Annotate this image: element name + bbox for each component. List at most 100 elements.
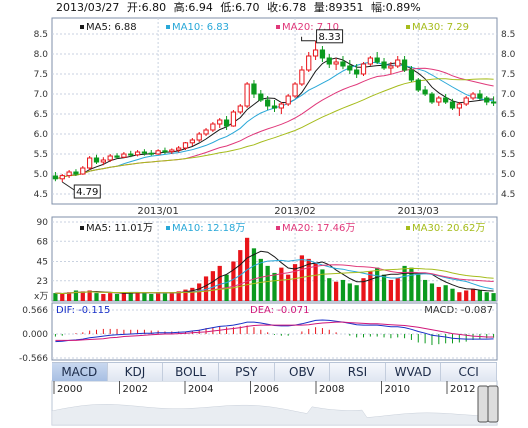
candle[interactable] [312, 40, 319, 60]
volume-bar[interactable] [416, 274, 421, 301]
candle[interactable] [80, 166, 86, 175]
tab-psy[interactable]: PSY [218, 363, 275, 381]
volume-bar[interactable] [375, 267, 380, 301]
candle[interactable] [381, 58, 387, 70]
volume-bar[interactable] [149, 293, 154, 301]
volume-bar[interactable] [121, 292, 127, 301]
volume-bar[interactable] [128, 293, 133, 301]
candle[interactable] [223, 116, 230, 130]
volume-bar[interactable] [183, 289, 188, 301]
candle[interactable] [422, 86, 428, 96]
volume-bar[interactable] [190, 287, 195, 301]
candle[interactable] [128, 150, 134, 158]
candle[interactable] [196, 132, 202, 142]
volume-bar[interactable] [176, 291, 181, 301]
volume-bar[interactable] [484, 292, 489, 301]
candle[interactable] [388, 62, 394, 74]
volume-bar[interactable] [477, 290, 483, 301]
candle[interactable] [73, 169, 79, 176]
candle[interactable] [217, 118, 223, 128]
candle[interactable] [477, 90, 483, 100]
candle[interactable] [299, 66, 305, 86]
volume-bar[interactable] [443, 285, 448, 301]
candle[interactable] [429, 92, 435, 104]
candle[interactable] [408, 66, 415, 82]
candle[interactable] [107, 154, 113, 162]
volume-bar[interactable] [422, 279, 428, 301]
volume-bar[interactable] [279, 267, 284, 301]
candle[interactable] [436, 96, 442, 106]
candle[interactable] [415, 78, 421, 92]
candle[interactable] [87, 156, 93, 170]
candle[interactable] [443, 94, 449, 104]
volume-bar[interactable] [155, 292, 161, 301]
volume-bar[interactable] [169, 292, 174, 301]
candle[interactable] [141, 149, 148, 156]
volume-bar[interactable] [470, 288, 476, 301]
volume-bar[interactable] [464, 290, 469, 301]
tab-wvad[interactable]: WVAD [385, 363, 442, 381]
volume-bar[interactable] [395, 278, 400, 301]
candle[interactable] [237, 104, 243, 114]
candle[interactable] [182, 142, 189, 150]
candle[interactable] [265, 96, 271, 110]
candle[interactable] [251, 80, 257, 98]
candle[interactable] [66, 170, 72, 178]
overview-range-handle-left[interactable] [477, 385, 489, 423]
candle[interactable] [449, 98, 456, 110]
candle[interactable] [176, 146, 182, 153]
candle[interactable] [347, 60, 353, 74]
candle[interactable] [59, 174, 65, 182]
tab-boll[interactable]: BOLL [163, 363, 219, 381]
volume-bar[interactable] [450, 288, 455, 301]
volume-bar[interactable] [491, 293, 496, 301]
candle[interactable] [490, 96, 497, 106]
candle[interactable] [134, 150, 141, 157]
candle[interactable] [340, 56, 346, 70]
volume-bar[interactable] [217, 265, 222, 301]
candle[interactable] [360, 62, 367, 76]
candle[interactable] [271, 100, 278, 112]
volume-bar[interactable] [142, 293, 147, 301]
candle[interactable] [484, 96, 490, 106]
candle[interactable] [203, 128, 209, 136]
volume-bar[interactable] [80, 291, 85, 301]
volume-bar[interactable] [402, 265, 407, 301]
candle[interactable] [258, 90, 264, 102]
volume-bar[interactable] [265, 265, 270, 301]
volume-bar[interactable] [354, 285, 359, 301]
tab-rsi[interactable]: RSI [330, 363, 386, 381]
candle[interactable] [114, 153, 120, 159]
volume-bar[interactable] [381, 274, 387, 301]
candle[interactable] [306, 52, 312, 72]
candle[interactable] [155, 149, 161, 155]
volume-bar[interactable] [101, 293, 106, 301]
volume-bar[interactable] [409, 267, 414, 301]
tab-kdj[interactable]: KDJ [107, 363, 164, 381]
volume-bar[interactable] [429, 283, 435, 301]
candle[interactable] [278, 102, 284, 114]
candle[interactable] [354, 64, 360, 78]
volume-bar[interactable] [361, 278, 366, 301]
volume-bar[interactable] [457, 292, 462, 301]
volume-bar[interactable] [333, 281, 339, 301]
volume-bar[interactable] [94, 293, 99, 301]
volume-bar[interactable] [53, 293, 58, 301]
candle[interactable] [456, 102, 462, 116]
volume-bar[interactable] [306, 258, 311, 301]
volume-bar[interactable] [320, 269, 325, 301]
candle[interactable] [93, 154, 100, 164]
candle[interactable] [162, 147, 168, 154]
volume-bar[interactable] [87, 290, 92, 301]
volume-bar[interactable] [299, 255, 305, 301]
candle[interactable] [210, 122, 216, 132]
candle[interactable] [121, 152, 127, 158]
volume-bar[interactable] [258, 258, 263, 301]
volume-bar[interactable] [286, 274, 291, 301]
candle[interactable] [395, 56, 401, 68]
volume-bar[interactable] [135, 292, 140, 301]
candle[interactable] [401, 56, 408, 72]
volume-bar[interactable] [327, 278, 332, 301]
candle[interactable] [326, 54, 332, 68]
candle[interactable] [169, 148, 175, 154]
